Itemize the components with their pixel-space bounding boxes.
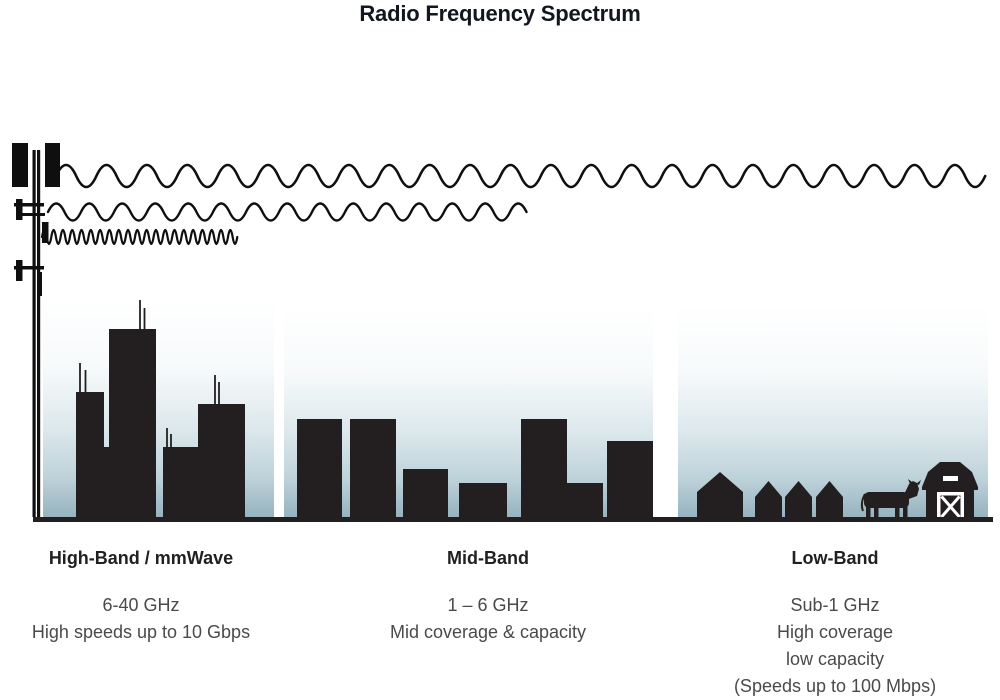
low-band-labels: Low-Band Sub-1 GHz High coverage low cap… (694, 547, 976, 700)
barn-icon (922, 462, 978, 518)
band-speed-low: (Speeds up to 100 Mbps) (733, 676, 937, 696)
house-icon (697, 472, 743, 517)
mid-band-labels: Mid-Band 1 – 6 GHz Mid coverage & capaci… (347, 547, 629, 646)
cow-icon (860, 479, 921, 520)
band-frequency-low: Sub-1 GHz (790, 595, 880, 615)
band-description-mid: Mid coverage & capacity (389, 622, 587, 642)
cell-tower-icon (12, 143, 60, 517)
wave-long-icon (54, 163, 987, 189)
high-band-labels: High-Band / mmWave 6-40 GHz High speeds … (0, 547, 282, 646)
band-frequency-mid: 1 – 6 GHz (447, 595, 529, 615)
house-icon (755, 481, 782, 517)
house-icon (816, 481, 843, 517)
band-name-high: High-Band / mmWave (48, 548, 234, 568)
ground-line (33, 517, 993, 522)
house-icon (785, 481, 812, 517)
city-skyline-icon (76, 300, 245, 517)
wave-medium-icon (46, 202, 528, 222)
band-frequency-high: 6-40 GHz (102, 595, 180, 615)
band-description-high: High speeds up to 10 Gbps (31, 622, 251, 642)
mid-rise-buildings-icon (297, 419, 653, 517)
mid-band-sky (284, 305, 653, 517)
band-name-mid: Mid-Band (447, 548, 529, 568)
band-coverage-low: High coverage (776, 622, 894, 642)
house-icons (697, 472, 843, 517)
wave-short-icon (40, 228, 239, 246)
page-title: Radio Frequency Spectrum (359, 1, 641, 26)
band-name-low: Low-Band (791, 548, 879, 568)
band-capacity-low: low capacity (785, 649, 885, 669)
